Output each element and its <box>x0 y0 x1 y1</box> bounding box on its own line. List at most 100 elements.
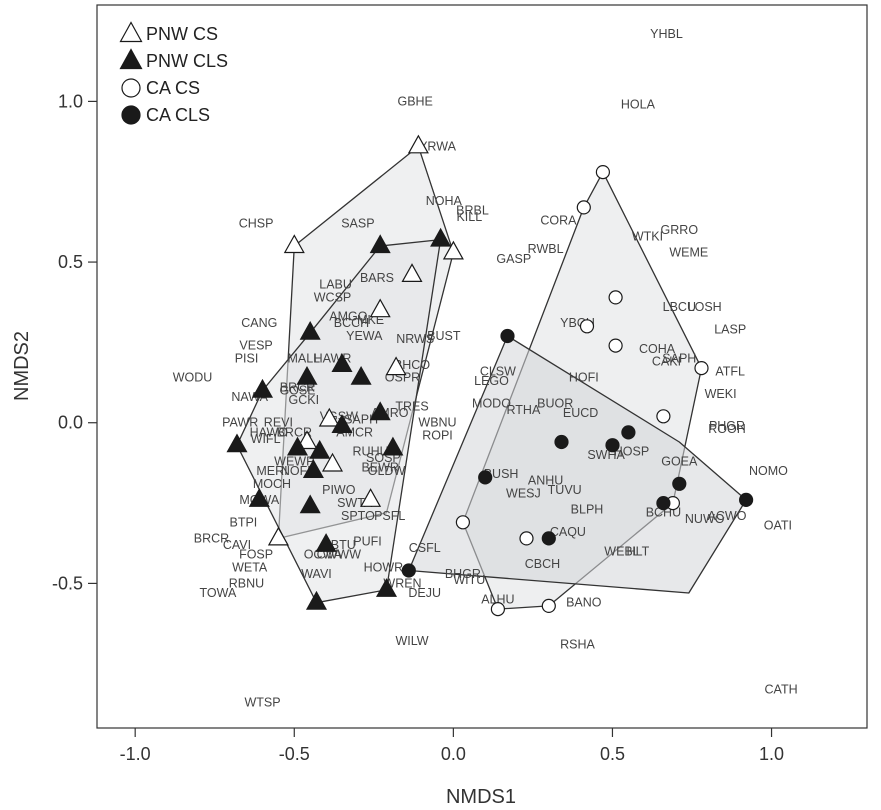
y-tick-label: 0.0 <box>58 413 83 433</box>
species-label: MERI <box>256 464 287 478</box>
y-tick-label: 1.0 <box>58 91 83 111</box>
species-label: BUST <box>427 329 461 343</box>
point-pnw-cls <box>369 401 391 421</box>
species-label: GOSE <box>279 384 315 398</box>
point-pnw-cs <box>296 430 318 450</box>
point-pnw-cs <box>401 263 423 282</box>
species-label: WTKI <box>632 229 663 243</box>
species-label: CATH <box>765 682 798 696</box>
species-label: WESJ <box>506 486 541 500</box>
species-label: CAKI <box>652 355 681 369</box>
species-label: WIFL <box>251 432 281 446</box>
species-label: HAWO <box>250 425 289 439</box>
species-label: LASP <box>714 323 746 337</box>
point-pnw-cls <box>430 227 452 247</box>
y-tick-label: -0.5 <box>52 573 83 593</box>
species-label: OLDW <box>368 464 406 478</box>
species-label: EUCD <box>563 406 598 420</box>
point-ca-cs <box>595 165 611 180</box>
legend-marker-pnw-cs <box>119 21 143 43</box>
species-label: LEGO <box>474 374 509 388</box>
point-ca-cs <box>519 531 534 546</box>
point-ca-cls <box>401 563 416 578</box>
site-points <box>226 134 754 617</box>
point-pnw-cs <box>385 356 407 376</box>
species-label: NOMO <box>749 464 788 478</box>
species-label: FOSP <box>239 548 273 562</box>
y-axis-label: NMDS2 <box>11 331 33 401</box>
point-ca-cls <box>500 328 515 344</box>
species-label: SAPH <box>344 413 378 427</box>
species-label: BRBL <box>456 204 489 218</box>
legend-marker-ca-cls <box>121 105 141 125</box>
species-label: CSFL <box>409 541 441 555</box>
species-label: CANG <box>241 316 277 330</box>
hull-ca-cls <box>408 335 747 594</box>
species-label: REVI <box>264 416 293 430</box>
species-label: WAVI <box>301 567 332 581</box>
species-label: CLSW <box>480 364 516 378</box>
species-label: WILW <box>395 634 428 648</box>
species-label: WEWP <box>274 454 314 468</box>
x-tick-label: 0.5 <box>600 744 625 764</box>
x-axis-label: NMDS1 <box>446 786 516 808</box>
species-label: PHGR <box>709 419 745 433</box>
point-pnw-cs <box>360 488 382 507</box>
species-label: NRWS <box>396 332 434 346</box>
species-label: WREN <box>383 576 421 590</box>
species-label: HOLA <box>621 98 656 112</box>
point-pnw-cls <box>382 436 404 456</box>
species-label: YHBL <box>650 27 683 41</box>
species-label: WITU <box>453 573 485 587</box>
species-label: PIWO <box>322 483 356 497</box>
point-pnw-cls <box>299 494 321 514</box>
species-label: PAWR <box>222 416 258 430</box>
point-ca-cs <box>694 361 709 376</box>
species-label: BEWR <box>361 461 399 475</box>
species-label: SWHA <box>587 448 625 462</box>
species-label: RUHU <box>353 445 389 459</box>
species-label: CAQU <box>550 525 586 539</box>
point-pnw-cls <box>299 320 321 340</box>
point-pnw-cls <box>296 365 318 385</box>
point-ca-cls <box>738 492 754 507</box>
species-label: GOEA <box>661 454 698 468</box>
species-label: GASP <box>496 252 531 266</box>
species-label: TRES <box>395 400 428 414</box>
species-label: NOHA <box>426 194 463 208</box>
species-label: BUSH <box>484 467 519 481</box>
y-tick-label: 0.5 <box>58 252 83 272</box>
y-axis-ticks: -0.5 0.0 0.5 1.0 <box>52 91 97 593</box>
species-label: BHCO <box>394 358 430 372</box>
species-label: WODU <box>173 371 213 385</box>
species-label: RTHA <box>506 403 540 417</box>
species-label: BUOR <box>537 397 573 411</box>
point-pnw-cls <box>305 590 328 610</box>
point-pnw-cls <box>350 365 372 385</box>
species-label: SAPH <box>662 352 696 366</box>
point-pnw-cs <box>442 240 464 260</box>
point-ca-cs <box>490 601 505 617</box>
species-label: BCCH <box>334 316 369 330</box>
species-label: TUVU <box>548 483 582 497</box>
species-label: MOCH <box>253 477 291 491</box>
plot-frame <box>96 4 868 729</box>
point-pnw-cls <box>331 414 353 433</box>
species-label: TOWA <box>199 586 236 600</box>
species-label: WEKI <box>705 387 737 401</box>
species-label: RSHA <box>560 638 595 652</box>
point-ca-cls <box>554 434 569 450</box>
species-label: ACWO <box>708 509 747 523</box>
legend-label: PNW CLS <box>146 51 228 71</box>
point-pnw-cls <box>375 578 398 597</box>
point-pnw-cs <box>369 298 391 318</box>
point-pnw-cls <box>302 459 324 478</box>
x-tick-label: 1.0 <box>759 744 784 764</box>
species-label: WEBL <box>604 544 639 558</box>
x-tick-label: -0.5 <box>279 744 310 764</box>
species-label: GRRO <box>661 223 699 237</box>
point-ca-cls <box>605 438 620 453</box>
point-ca-cls <box>478 470 493 485</box>
x-axis-ticks: -1.0 -0.5 0.0 0.5 1.0 <box>120 728 784 764</box>
